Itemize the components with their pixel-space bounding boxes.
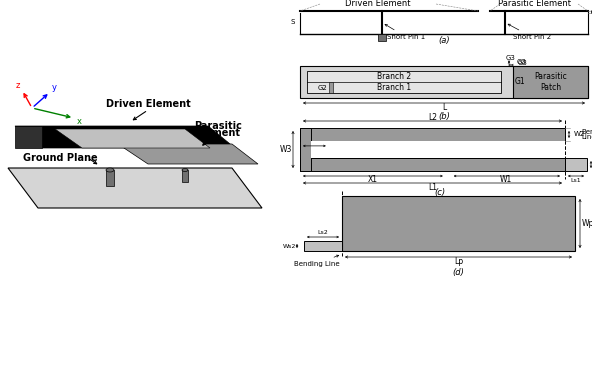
Text: G3: G3 [518,60,528,66]
Text: (b): (b) [438,112,450,120]
Text: S: S [291,19,295,26]
Text: Parasitic Element: Parasitic Element [498,0,571,8]
Text: Line: Line [581,134,592,140]
Text: L2: L2 [428,112,437,122]
Text: Short Pin 1: Short Pin 1 [385,24,425,40]
Bar [300,128,565,141]
Text: X1: X1 [368,176,378,184]
Bar [300,158,565,171]
Text: Wp: Wp [582,219,592,228]
Text: Driven Element: Driven Element [345,0,411,8]
Bar [304,241,342,251]
Text: Bending Line: Bending Line [294,255,340,267]
Ellipse shape [182,168,188,172]
Polygon shape [118,144,258,164]
Text: Lp: Lp [454,258,463,266]
Text: Ws2: Ws2 [282,243,295,249]
Text: Driven Element: Driven Element [105,99,191,109]
Text: Ls1: Ls1 [571,178,581,183]
Bar [311,141,565,158]
Text: G1: G1 [514,78,525,86]
Text: L1: L1 [428,183,437,191]
Bar [307,71,501,93]
Text: y: y [52,83,56,93]
Bar [513,66,588,98]
Ellipse shape [106,168,114,172]
Text: Branch 2: Branch 2 [377,72,411,81]
Bar [300,66,588,98]
Text: z: z [16,82,20,90]
Text: G3: G3 [506,55,516,61]
Bar [565,158,587,171]
Text: Parasitic
Patch: Parasitic Patch [534,72,567,92]
Polygon shape [55,129,210,148]
Text: Branch 1: Branch 1 [377,83,411,92]
Bar [300,128,311,171]
Text: W3: W3 [280,145,292,154]
Text: x: x [76,116,82,126]
Text: L3: L3 [313,146,322,156]
Text: L: L [442,104,446,112]
Text: Ls2: Ls2 [318,229,329,235]
Polygon shape [15,126,235,148]
Bar [182,170,188,182]
Text: Short Pin 2: Short Pin 2 [508,24,551,40]
Text: G3: G3 [517,59,527,65]
Text: (a): (a) [438,37,450,45]
Bar [329,82,333,93]
Text: Ground Plane: Ground Plane [22,153,97,163]
Text: Element: Element [195,128,240,138]
Polygon shape [8,168,262,208]
Text: (c): (c) [435,188,446,198]
Polygon shape [15,126,42,148]
Bar [106,170,114,186]
Text: G2: G2 [318,85,328,90]
Text: Parasitic: Parasitic [194,121,242,131]
Text: (d): (d) [452,269,465,277]
Bar [342,196,575,251]
Bar [378,34,386,41]
Text: Bending: Bending [581,129,592,135]
Text: W2: W2 [574,131,585,138]
Text: W1: W1 [499,176,511,184]
